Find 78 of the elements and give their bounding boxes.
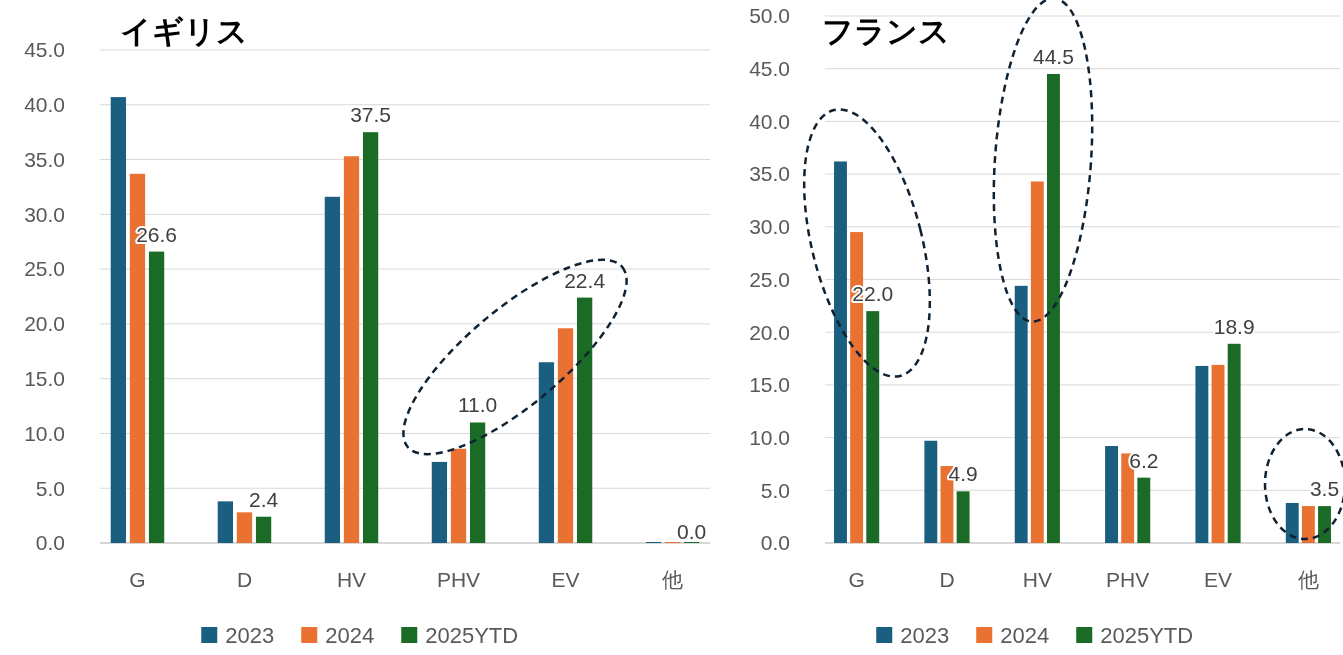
bar: [1105, 446, 1118, 543]
x-tick-label: D: [236, 568, 253, 591]
bar: [450, 448, 467, 543]
y-tick-label: 0.0: [35, 531, 65, 555]
y-tick-label: 40.0: [24, 93, 65, 117]
chart-title: イギリス: [120, 14, 248, 49]
legend-label: 2025YTD: [425, 623, 519, 648]
y-tick-label: 50.0: [749, 4, 790, 28]
chart-title: フランス: [822, 14, 950, 49]
y-tick-label: 25.0: [24, 257, 65, 281]
bar: [110, 97, 126, 543]
y-tick-label: 0.0: [760, 531, 790, 555]
x-tick-label: G: [129, 568, 146, 591]
bar: [148, 251, 165, 543]
y-tick-label: 40.0: [749, 109, 790, 133]
bar: [1014, 285, 1028, 543]
data-label: 3.5: [1309, 477, 1340, 501]
bar: [236, 512, 253, 543]
data-label: 0.0: [677, 520, 707, 543]
x-tick-label: EV: [551, 568, 580, 591]
x-tick-label: PHV: [436, 568, 481, 591]
legend-label: 2024: [1000, 623, 1050, 648]
data-label: 18.9: [1213, 314, 1255, 338]
y-tick-label: 20.0: [749, 320, 790, 344]
x-tick-label: HV: [1022, 568, 1052, 591]
bar: [924, 440, 938, 543]
y-tick-label: 5.0: [35, 476, 65, 500]
legend-label: 2023: [900, 623, 950, 648]
y-tick-label: 5.0: [760, 478, 790, 502]
bar: [324, 196, 341, 543]
bar: [1227, 343, 1241, 543]
data-label: 2.4: [248, 487, 279, 511]
x-tick-label: PHV: [1106, 568, 1150, 591]
y-tick-label: 15.0: [24, 367, 65, 391]
bar: [469, 422, 486, 543]
bar: [538, 362, 555, 543]
bar: [557, 328, 574, 543]
data-label: 37.5: [350, 103, 392, 127]
bar: [1301, 506, 1315, 543]
bar: [956, 491, 970, 543]
bar: [866, 311, 880, 543]
data-label: 22.4: [564, 268, 606, 292]
y-tick-label: 30.0: [24, 202, 65, 226]
x-tick-label: G: [848, 568, 865, 591]
y-tick-label: 45.0: [24, 38, 65, 62]
x-tick-label: D: [939, 568, 955, 591]
bar: [1137, 477, 1151, 543]
x-tick-label: HV: [336, 568, 367, 591]
data-label: 44.5: [1033, 44, 1074, 68]
bar: [834, 161, 847, 543]
bar: [217, 501, 234, 543]
bar: [431, 461, 448, 543]
legend-label: 2024: [325, 623, 375, 648]
bar: [1285, 502, 1299, 543]
bar: [1211, 364, 1225, 543]
legend-label: 2023: [225, 623, 275, 648]
bar: [343, 156, 360, 543]
bar: [1047, 73, 1060, 543]
y-tick-label: 20.0: [24, 312, 65, 336]
bar: [362, 132, 379, 543]
bar: [1030, 181, 1044, 543]
legend-label: 2025YTD: [1100, 623, 1194, 648]
x-tick-label: EV: [1204, 568, 1233, 591]
y-tick-label: 45.0: [749, 57, 790, 81]
y-tick-label: 35.0: [749, 162, 790, 186]
bar: [255, 516, 272, 543]
y-tick-label: 35.0: [24, 147, 65, 171]
x-tick-label: 他: [1297, 568, 1319, 591]
y-tick-label: 25.0: [749, 267, 790, 291]
y-tick-label: 15.0: [749, 373, 790, 397]
y-tick-label: 10.0: [24, 421, 65, 445]
bar: [576, 297, 593, 543]
y-tick-label: 10.0: [749, 425, 790, 449]
data-label: 11.0: [457, 393, 498, 417]
bar: [1195, 365, 1209, 543]
x-tick-label: 他: [662, 568, 684, 591]
y-tick-label: 30.0: [749, 215, 790, 239]
bar: [1318, 506, 1331, 543]
